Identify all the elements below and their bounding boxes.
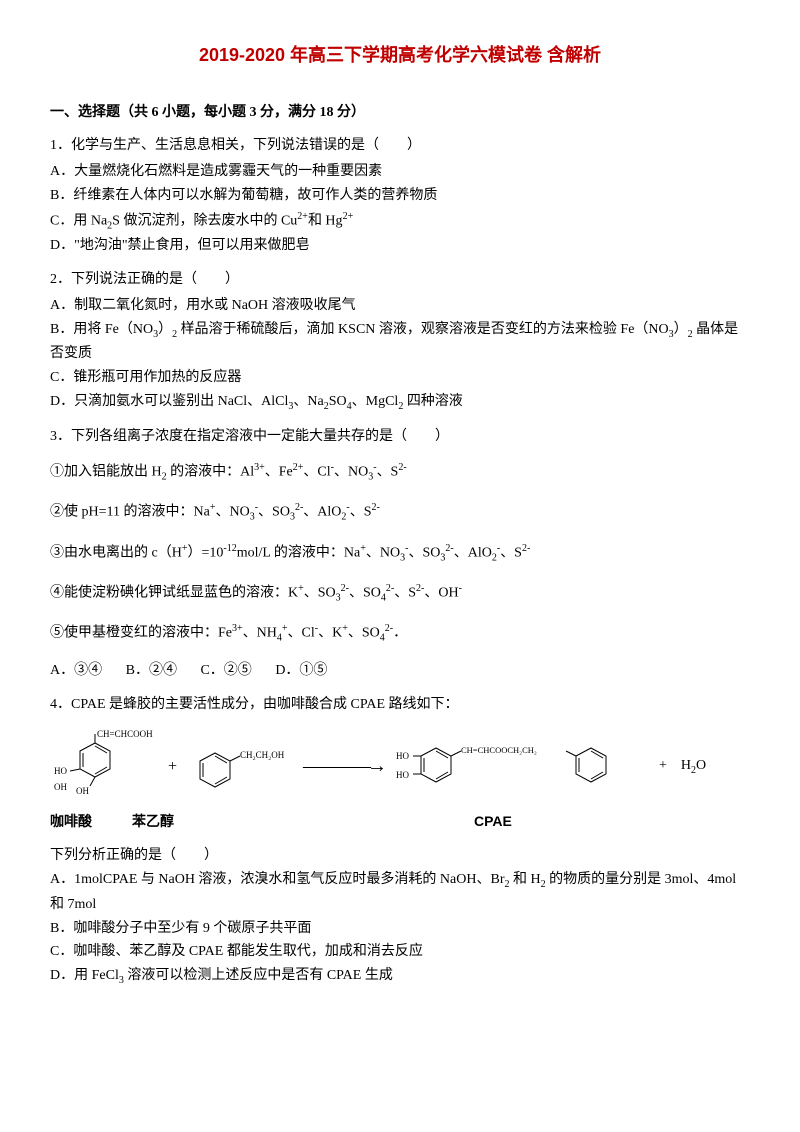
cpae-label: CPAE [474,810,512,834]
q1-option-d: D．"地沟油"禁止食用，但可以用来做肥皂 [50,234,750,258]
q3-line3: ③由水电离出的 c（H+）=10-12mol/L 的溶液中：Na+、NO3-、S… [50,540,750,566]
q2-option-a: A．制取二氧化氮时，用水或 NaOH 溶液吸收尾气 [50,294,750,318]
q3-stem: 3．下列各组离子浓度在指定溶液中一定能大量共存的是（ ） [50,425,750,449]
q3-line4: ④能使淀粉碘化钾试纸显蓝色的溶液：K+、SO32-、SO42-、S2-、OH- [50,580,750,606]
svg-text:OH: OH [54,782,67,792]
q3-choices: A．③④ B．②④ C．②⑤ D．①⑤ [50,659,750,683]
q3-choice-a: A．③④ [50,663,102,678]
q4-option-c: C．咖啡酸、苯乙醇及 CPAE 都能发生取代，加成和消去反应 [50,940,750,964]
q1-option-c: C．用 Na2S 做沉淀剂，除去废水中的 Cu2+和 Hg2+ [50,208,750,234]
page-title: 2019-2020 年高三下学期高考化学六模试卷 含解析 [50,40,750,71]
svg-text:CH=CHCOOCH₂CH₂: CH=CHCOOCH₂CH₂ [461,745,537,755]
phenylethanol-label: 苯乙醇 [132,810,174,834]
cpae-structure: HO HO CH=CHCOOCH₂CH₂ [391,726,651,806]
svg-text:OH: OH [76,786,89,796]
phenylethanol-structure: CH₂CH₂OH [185,736,295,796]
svg-text:HO: HO [54,766,67,776]
q2-option-c: C．锥形瓶可用作加热的反应器 [50,366,750,390]
section-header: 一、选择题（共 6 小题，每小题 3 分，满分 18 分） [50,101,750,125]
svg-text:HO: HO [396,770,409,780]
q1-option-b: B．纤维素在人体内可以水解为葡萄糖，故可作人类的营养物质 [50,184,750,208]
q3-line5: ⑤使甲基橙变红的溶液中：Fe3+、NH4+、Cl-、K+、SO42-． [50,620,750,646]
q4-option-d: D．用 FeCl3 溶液可以检测上述反应中是否有 CPAE 生成 [50,964,750,989]
q1-option-a: A．大量燃烧化石燃料是造成雾霾天气的一种重要因素 [50,160,750,184]
svg-text:HO: HO [396,751,409,761]
q2-option-b: B．用将 Fe（NO3）2 样品溶于稀硫酸后，滴加 KSCN 溶液，观察溶液是否… [50,318,750,367]
q4-sub: 下列分析正确的是（ ） [50,844,750,868]
q3-choice-d: D．①⑤ [275,663,327,678]
q3-choice-c: C．②⑤ [200,663,251,678]
reaction-scheme: CH=CHCOOH HO OH OH + CH₂CH₂OH ————→ [50,726,750,834]
svg-text:CH₂CH₂OH: CH₂CH₂OH [240,750,285,760]
reaction-arrow-icon: ————→ [303,749,383,783]
q2-stem: 2．下列说法正确的是（ ） [50,268,750,292]
q3-line1: ①加入铝能放出 H2 的溶液中：Al3+、Fe2+、Cl-、NO3-、S2- [50,459,750,485]
q1-stem: 1．化学与生产、生活息息相关，下列说法错误的是（ ） [50,134,750,158]
q3-choice-b: B．②④ [126,663,177,678]
q3-line2: ②使 pH=11 的溶液中：Na+、NO3-、SO32-、AlO2-、S2- [50,499,750,525]
caffeic-acid-label: 咖啡酸 [50,810,92,834]
q2-option-d: D．只滴加氨水可以鉴别出 NaCl、AlCl3、Na2SO4、MgCl2 四种溶… [50,390,750,415]
q4-stem: 4．CPAE 是蜂胶的主要活性成分，由咖啡酸合成 CPAE 路线如下： [50,693,750,717]
q4-option-a: A．1molCPAE 与 NaOH 溶液，浓溴水和氢气反应时最多消耗的 NaOH… [50,868,750,917]
caffeic-acid-structure: CH=CHCOOH HO OH OH [50,726,160,806]
q4-option-b: B．咖啡酸分子中至少有 9 个碳原子共平面 [50,917,750,941]
svg-text:CH=CHCOOH: CH=CHCOOH [97,729,153,739]
